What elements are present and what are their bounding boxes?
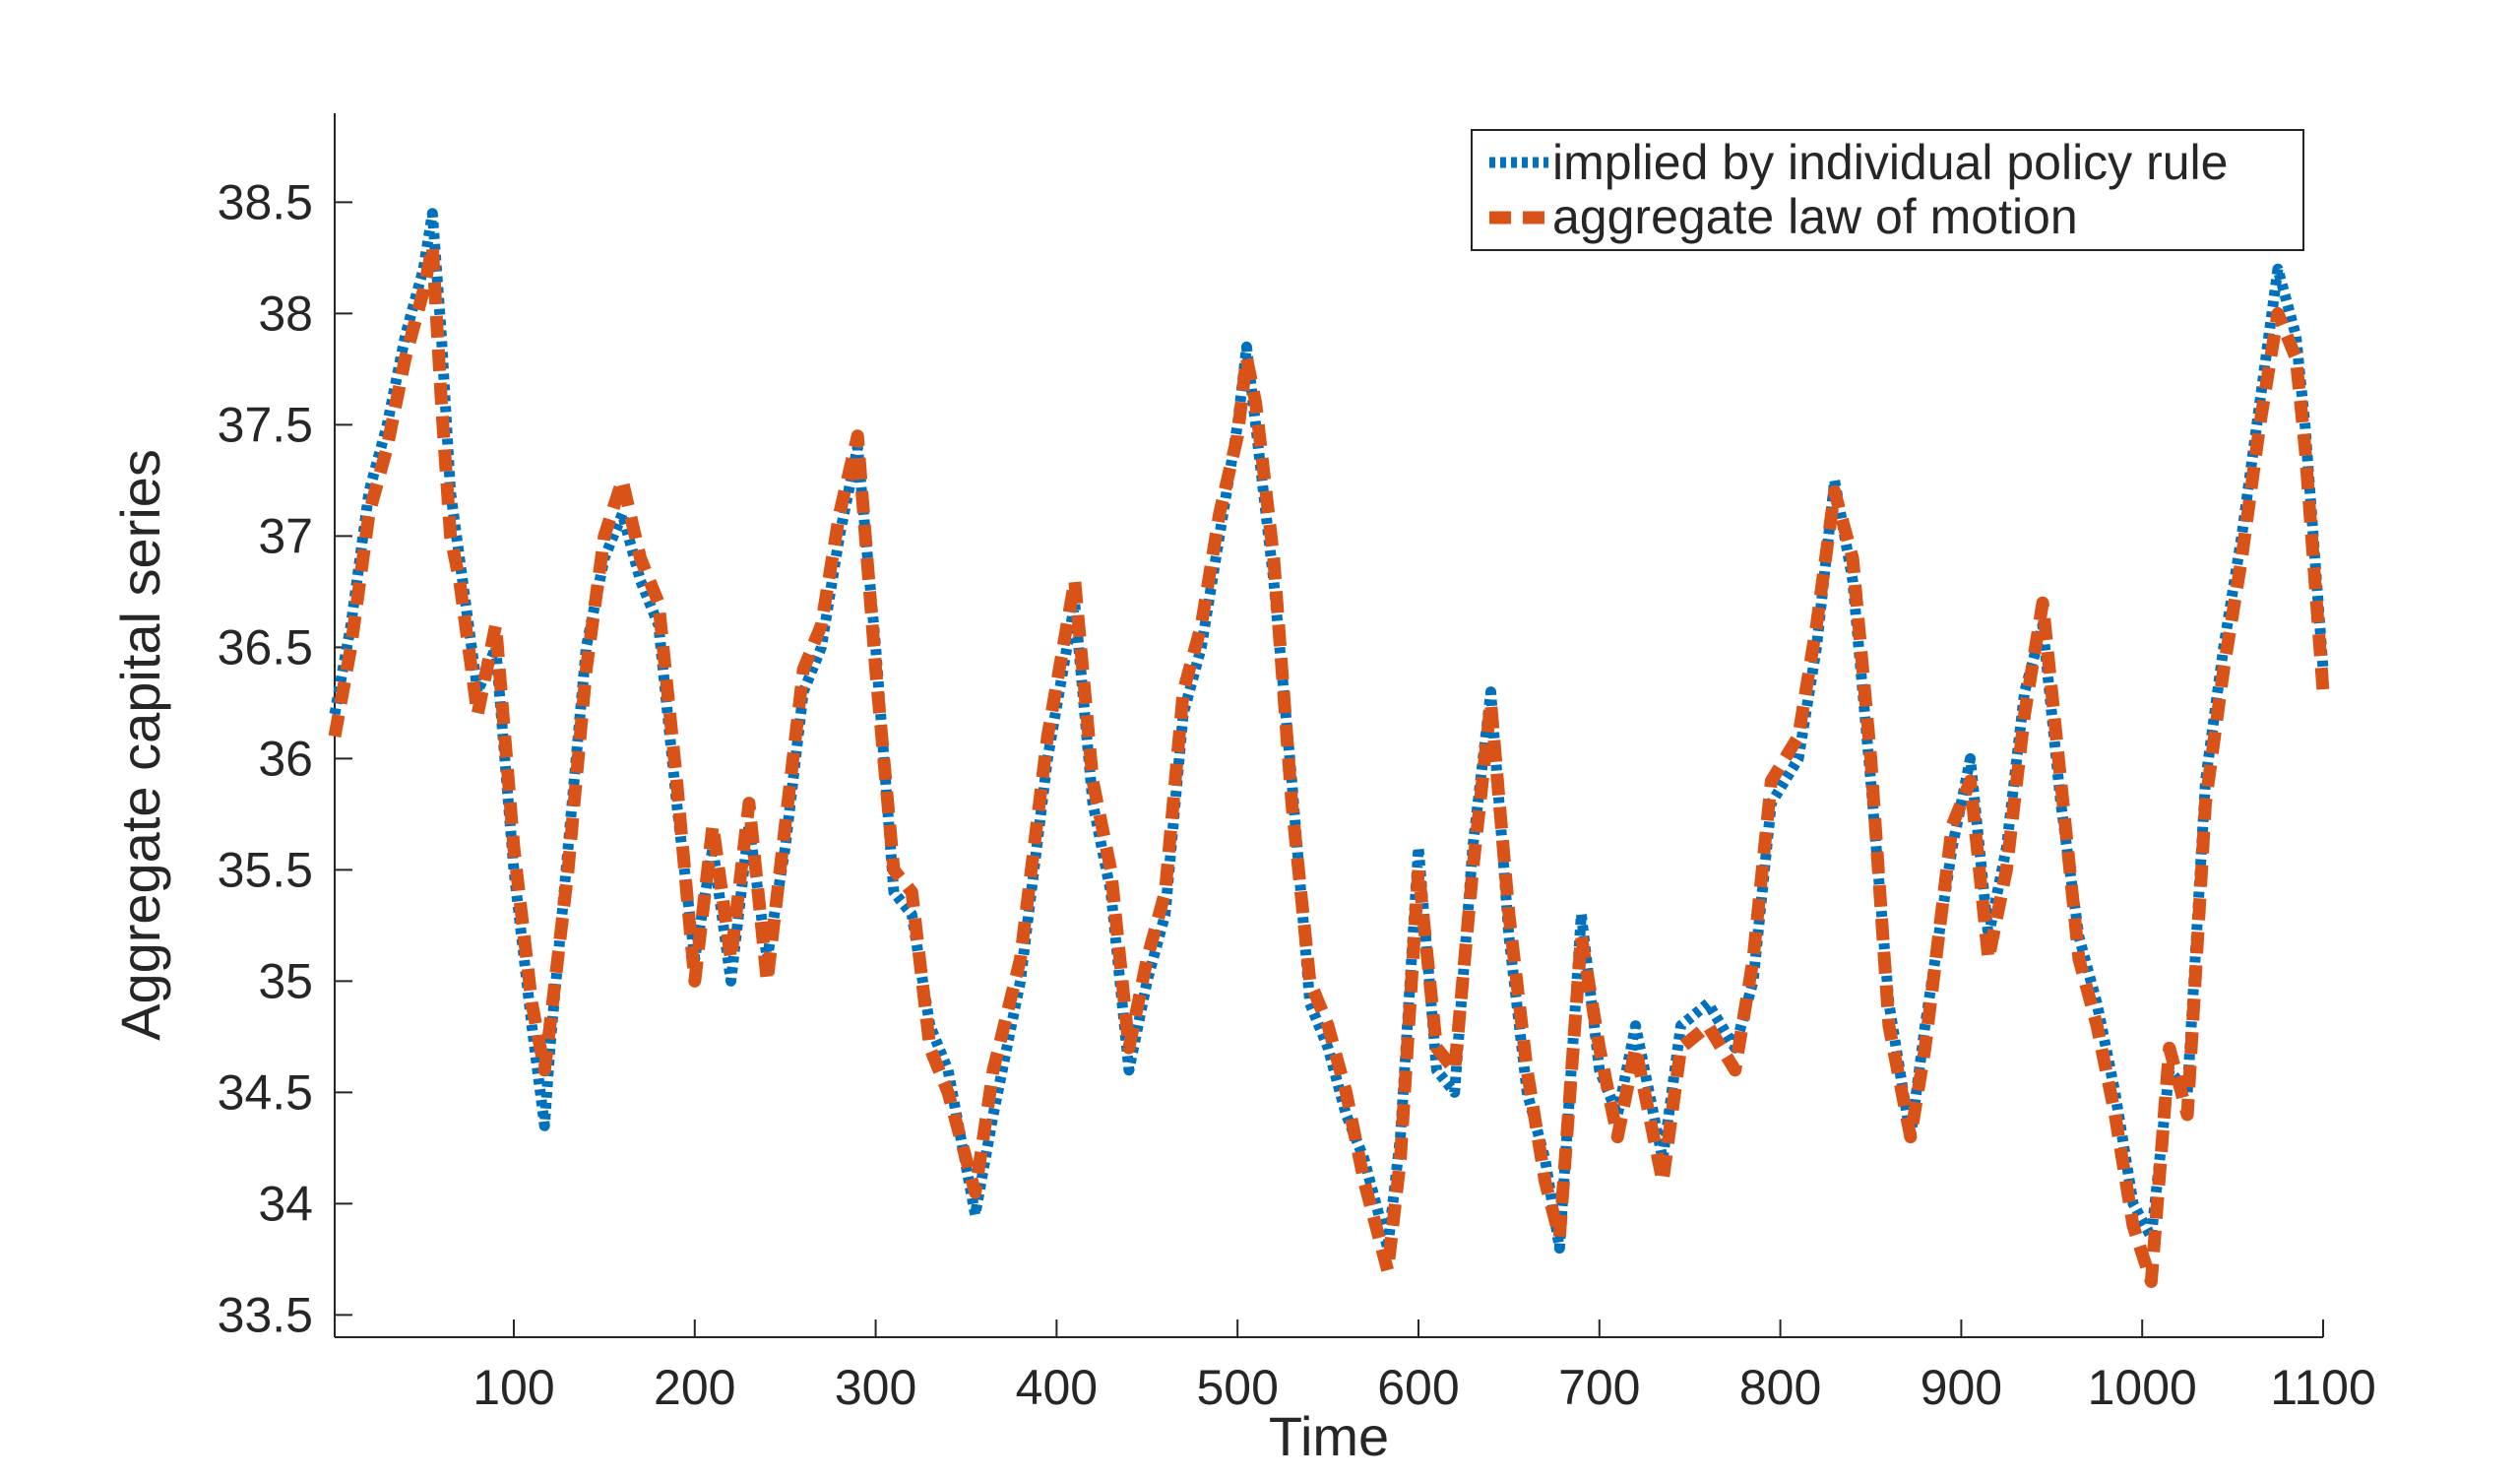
x-tick-label: 500 bbox=[1196, 1360, 1278, 1415]
x-tick-label: 1000 bbox=[2088, 1360, 2197, 1415]
y-tick-label: 35 bbox=[258, 953, 313, 1008]
y-tick-label: 36 bbox=[258, 731, 313, 786]
legend-label-law-of-motion: aggregate law of motion bbox=[1552, 189, 2078, 244]
x-tick-label: 900 bbox=[1921, 1360, 2002, 1415]
y-tick-label: 38 bbox=[258, 286, 313, 341]
legend-label-policy-rule: implied by individual policy rule bbox=[1552, 135, 2228, 190]
y-tick-label: 35.5 bbox=[218, 842, 313, 897]
y-tick-label: 37 bbox=[258, 508, 313, 563]
y-tick-label: 37.5 bbox=[218, 397, 313, 452]
y-tick-label: 38.5 bbox=[218, 174, 313, 229]
x-tick-label: 400 bbox=[1016, 1360, 1098, 1415]
x-tick-label: 700 bbox=[1558, 1360, 1640, 1415]
y-tick-label: 34 bbox=[258, 1176, 313, 1231]
series-line-law-of-motion bbox=[328, 240, 2330, 1288]
legend: implied by individual policy rule aggreg… bbox=[1471, 129, 2304, 251]
x-tick-label: 200 bbox=[654, 1360, 735, 1415]
series-lines bbox=[328, 208, 2330, 1288]
x-tick-label: 600 bbox=[1377, 1360, 1459, 1415]
y-ticks: 33.5 34 34.5 35 35.5 36 36.5 37 37.5 38 38.5 bbox=[218, 174, 352, 1342]
x-tick-label: 300 bbox=[835, 1360, 916, 1415]
series-line-policy-rule bbox=[329, 208, 2329, 1255]
x-tick-label: 100 bbox=[472, 1360, 554, 1415]
y-axis-title: Aggregate capital series bbox=[109, 449, 171, 1041]
x-ticks: 100 200 300 400 500 600 700 800 900 1000 1100 bbox=[472, 1319, 2376, 1415]
legend-box bbox=[1471, 129, 2304, 251]
x-tick-label: 800 bbox=[1739, 1360, 1821, 1415]
x-axis-title: Time bbox=[1269, 1405, 1389, 1467]
axes bbox=[334, 113, 2323, 1338]
x-tick-label: 1100 bbox=[2270, 1360, 2376, 1415]
y-tick-label: 36.5 bbox=[218, 619, 313, 675]
y-tick-label: 33.5 bbox=[218, 1287, 313, 1342]
y-tick-label: 34.5 bbox=[218, 1064, 313, 1120]
